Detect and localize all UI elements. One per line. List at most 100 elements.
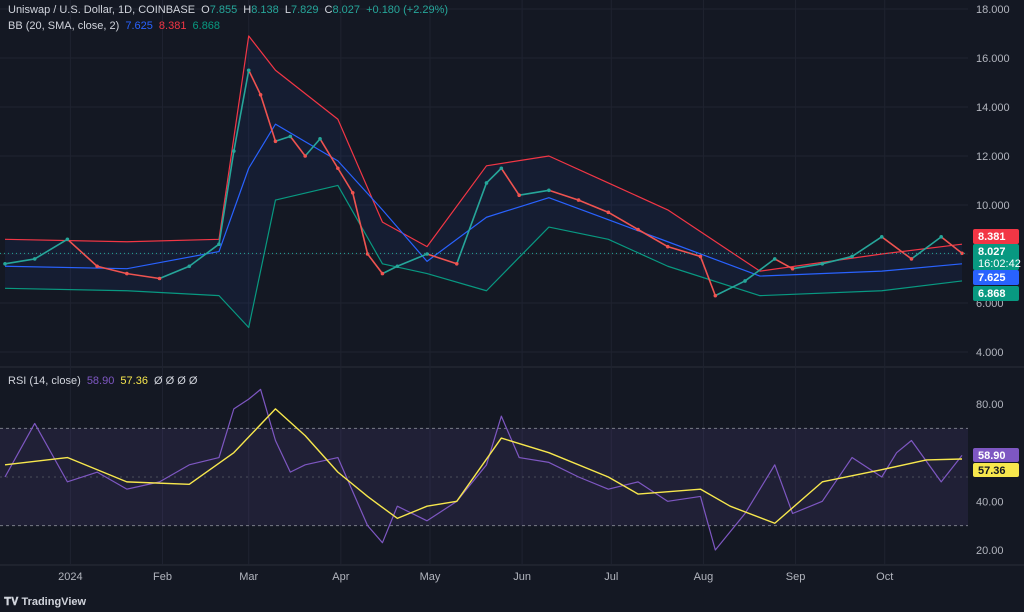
price-point	[32, 257, 37, 261]
price-point	[365, 252, 370, 256]
svg-text:16:02:42: 16:02:42	[978, 258, 1021, 270]
price-point	[772, 257, 777, 261]
price-segment	[667, 245, 701, 258]
price-segment	[548, 189, 579, 201]
price-tick-label: 12.000	[976, 151, 1010, 163]
price-segment	[637, 228, 669, 248]
price-segment	[337, 167, 354, 194]
price-point	[65, 237, 70, 242]
price-point	[187, 264, 192, 269]
price-segment	[66, 238, 98, 267]
price-point	[698, 254, 703, 259]
price-point	[454, 262, 459, 266]
high-label: H	[243, 4, 252, 16]
price-segment	[275, 135, 291, 143]
rsi-tick-label: 20.00	[976, 545, 1004, 557]
price-segment	[289, 135, 306, 157]
tradingview-logo[interactable]: 𝐓𝐕 TradingView	[4, 596, 86, 609]
price-point	[318, 137, 322, 141]
time-tick-label: Feb	[153, 571, 172, 583]
price-point	[743, 279, 747, 283]
price-segment	[792, 263, 823, 270]
svg-text:7.625: 7.625	[978, 272, 1006, 284]
price-segment	[485, 167, 502, 184]
price-point	[425, 252, 429, 256]
rsi-legend[interactable]: RSI (14, close) 58.90 57.36 Ø Ø Ø Ø	[8, 375, 200, 387]
time-tick-label: Mar	[239, 571, 258, 583]
bb-basis-tag: 7.625	[973, 270, 1019, 285]
price-point	[850, 254, 854, 259]
time-axis[interactable]: 2024 Feb Mar Apr May Jun Jul Aug Sep Oct	[58, 571, 893, 583]
rsi-band	[0, 427, 968, 527]
price-point	[517, 193, 521, 197]
low-label: L	[284, 4, 291, 16]
bb-legend[interactable]: BB (20, SMA, close, 2) 7.625 8.381 6.868	[8, 20, 223, 32]
price-segment	[456, 182, 488, 265]
close-label: C	[324, 4, 333, 16]
bb-lower-line	[4, 184, 963, 329]
price-segment	[940, 236, 963, 254]
price-segment	[351, 192, 369, 255]
price-segment	[96, 265, 128, 275]
price-point	[258, 92, 263, 97]
price-tick-label: 4.000	[976, 347, 1004, 359]
svg-text:8.027: 8.027	[978, 246, 1006, 258]
price-segment	[714, 280, 746, 297]
close-value: 8.027	[332, 4, 361, 16]
rsi-tag: 58.90	[973, 448, 1019, 462]
time-tick-label: Apr	[332, 571, 349, 583]
price-point	[909, 257, 914, 261]
rsi-title[interactable]: RSI (14, close)	[8, 375, 81, 387]
rsi-line	[4, 388, 963, 551]
time-tick-label: May	[420, 571, 441, 583]
price-point	[157, 276, 162, 281]
price-segment	[500, 167, 520, 196]
price-point	[499, 166, 504, 171]
rsi-ma-tag: 57.36	[973, 463, 1019, 477]
price-point	[395, 264, 400, 269]
last-price-tag: 8.027 16:02:42	[973, 244, 1021, 270]
price-segment	[218, 150, 235, 245]
price-segment	[126, 272, 160, 280]
rsi-ma-line	[4, 408, 963, 524]
price-segment	[4, 258, 35, 265]
open-label: O	[201, 4, 210, 16]
price-point	[665, 244, 670, 249]
price-point	[484, 181, 489, 185]
price-segment	[910, 236, 942, 260]
price-segment	[822, 255, 853, 265]
price-point	[217, 242, 221, 246]
price-segment	[159, 265, 190, 280]
price-segment	[426, 253, 458, 265]
symbol-title[interactable]: Uniswap / U.S. Dollar, 1D, COINBASE	[8, 4, 196, 16]
price-segment	[319, 138, 339, 169]
svg-text:8.381: 8.381	[978, 231, 1006, 243]
price-point	[939, 235, 943, 239]
bb-title[interactable]: BB (20, SMA, close, 2)	[8, 20, 120, 32]
price-point	[960, 251, 964, 256]
svg-text:6.868: 6.868	[978, 288, 1006, 300]
svg-text:58.90: 58.90	[978, 450, 1006, 462]
price-segment	[259, 94, 277, 142]
series-lines	[0, 35, 968, 551]
price-point	[879, 235, 884, 239]
price-segment	[881, 236, 912, 260]
price-segment	[34, 238, 68, 260]
open-value: 7.855	[209, 4, 238, 16]
rsi-band-fill	[0, 428, 968, 526]
time-tick-label: Jul	[604, 571, 618, 583]
bb-up-value: 8.381	[158, 20, 187, 32]
svg-text:57.36: 57.36	[978, 465, 1006, 477]
price-point	[547, 188, 551, 193]
bb-basis-line	[4, 123, 963, 277]
price-segment	[397, 253, 428, 267]
time-tick-label: Aug	[694, 571, 714, 583]
grid-lines	[0, 0, 1024, 566]
price-tick-label: 10.000	[976, 200, 1010, 212]
price-segment	[233, 70, 250, 152]
symbol-legend[interactable]: Uniswap / U.S. Dollar, 1D, COINBASE O7.8…	[8, 4, 451, 16]
rsi-value: 58.90	[86, 375, 115, 387]
price-axis[interactable]: 4.0006.0008.00010.00012.00014.00016.0001…	[976, 4, 1010, 359]
